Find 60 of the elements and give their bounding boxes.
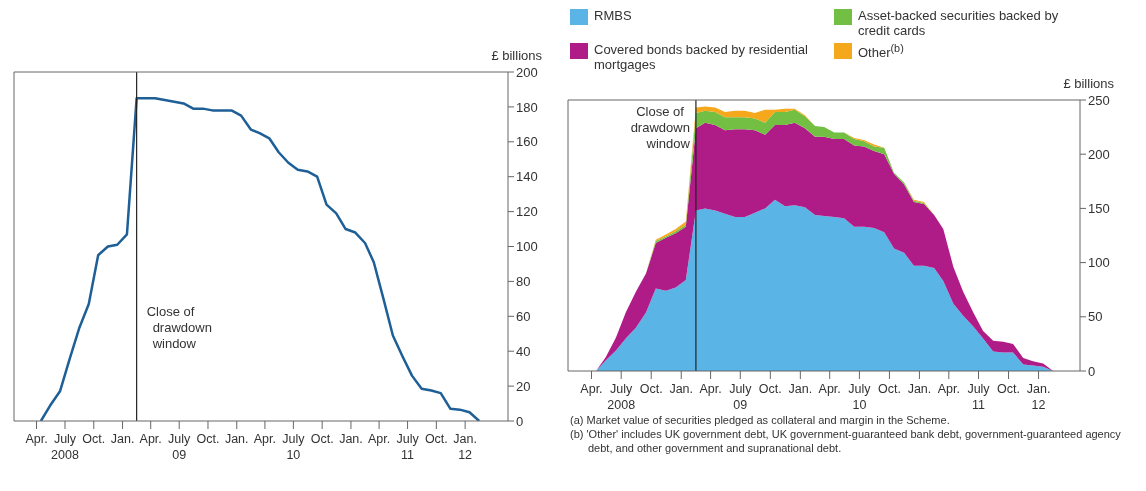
text: (b) 'Other' includes UK government debt, UK government-guaranteed bank debt, government-guaranteed agency debt, and other government and supranational debt. (569, 427, 1122, 455)
x-tick-label: Apr. (937, 382, 960, 396)
y-tick-label: 0 (1088, 363, 1096, 379)
x-tick-label: Apr. (139, 432, 162, 446)
ref-line-label: Close of drawdown window (146, 304, 212, 352)
x-tick-label: Oct. (82, 432, 106, 446)
x-tick-label: Apr. (699, 382, 722, 396)
y-tick-label: 100 (516, 239, 538, 255)
x-tick-label: Jan. (110, 432, 135, 446)
x-tick-label: July 10 (848, 382, 872, 412)
x-tick-label: July 11 (967, 382, 991, 412)
y-tick-label: 80 (516, 274, 531, 290)
legend-label: Asset-backed securities backed by credit cards (858, 8, 1060, 38)
y-tick-label: 140 (516, 169, 538, 185)
x-tick-label: Apr. (580, 382, 603, 396)
x-tick-label: Jan. (788, 382, 813, 396)
y-tick-label: 40 (516, 343, 531, 359)
x-tick-label: Jan. (907, 382, 932, 396)
x-tick-label: Jan. 12 (453, 432, 477, 462)
y-tick-label: 0 (516, 413, 524, 429)
y-tick-label: 100 (1088, 255, 1110, 271)
x-tick-label: Oct. (758, 382, 782, 396)
y-axis-title: £ billions (1062, 76, 1115, 91)
y-tick-label: 120 (516, 204, 538, 220)
x-tick-label: July 09 (729, 382, 753, 412)
y-tick-label: 20 (516, 378, 531, 394)
y-axis-title: £ billions (490, 48, 543, 63)
x-tick-label: Jan. (669, 382, 694, 396)
x-tick-label: Apr. (818, 382, 841, 396)
x-tick-label: Oct. (310, 432, 334, 446)
x-tick-label: July 09 (168, 432, 192, 462)
y-tick-label: 60 (516, 308, 531, 324)
y-tick-label: 200 (516, 64, 538, 80)
text: (a) Market value of securities pledged as collateral and margin in the Scheme. (569, 413, 951, 427)
x-tick-label: Apr. (253, 432, 277, 446)
y-tick-label: 200 (1088, 146, 1110, 162)
ref-line-label: Close of drawdown window (630, 104, 691, 151)
x-tick-label: July 10 (282, 432, 306, 462)
x-tick-label: Oct. (424, 432, 448, 446)
x-tick-label: Apr. (367, 432, 391, 446)
line-series (39, 96, 481, 421)
x-tick-label: Jan. (339, 432, 363, 446)
x-tick-label: July 2008 (607, 382, 636, 412)
legend-label: Other$^{(b)}$ (858, 42, 904, 61)
x-tick-label: Oct. (877, 382, 901, 396)
x-tick-label: Oct. (196, 432, 220, 446)
legend-label: RMBS (594, 8, 632, 23)
y-tick-label: 160 (516, 134, 538, 150)
x-tick-label: July 11 (396, 432, 420, 462)
x-tick-label: Jan. (224, 432, 249, 446)
y-tick-label: 250 (1088, 92, 1110, 108)
y-tick-label: 180 (516, 99, 538, 115)
y-tick-label: 50 (1088, 309, 1103, 325)
legend-label: Covered bonds backed by residential mortgages (594, 42, 809, 72)
x-tick-label: Jan. 12 (1026, 382, 1051, 412)
x-tick-label: Apr. (25, 432, 48, 446)
x-tick-label: July 2008 (51, 432, 79, 462)
x-tick-label: Oct. (639, 382, 663, 396)
y-tick-label: 150 (1088, 201, 1110, 217)
x-tick-label: Oct. (997, 382, 1020, 396)
